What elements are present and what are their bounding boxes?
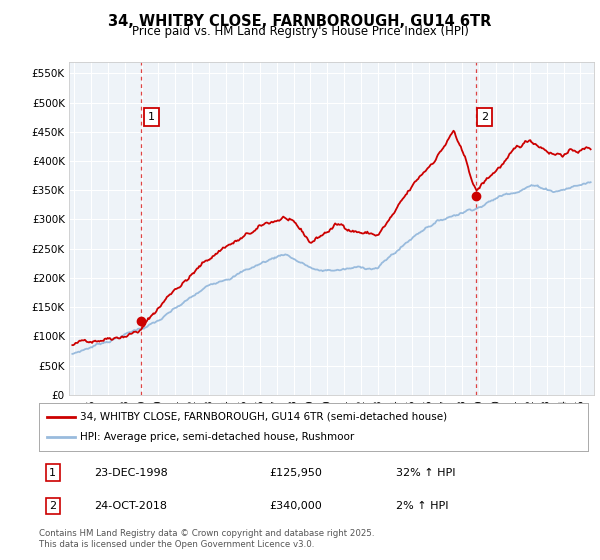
Text: 34, WHITBY CLOSE, FARNBOROUGH, GU14 6TR: 34, WHITBY CLOSE, FARNBOROUGH, GU14 6TR [109,14,491,29]
Text: 2: 2 [481,112,488,122]
Text: 23-DEC-1998: 23-DEC-1998 [94,468,167,478]
Text: Contains HM Land Registry data © Crown copyright and database right 2025.
This d: Contains HM Land Registry data © Crown c… [39,529,374,549]
Text: 2: 2 [49,501,56,511]
Text: £340,000: £340,000 [269,501,322,511]
Text: 1: 1 [148,112,155,122]
Text: 34, WHITBY CLOSE, FARNBOROUGH, GU14 6TR (semi-detached house): 34, WHITBY CLOSE, FARNBOROUGH, GU14 6TR … [80,412,448,422]
Text: Price paid vs. HM Land Registry's House Price Index (HPI): Price paid vs. HM Land Registry's House … [131,25,469,38]
Text: 1: 1 [49,468,56,478]
Text: HPI: Average price, semi-detached house, Rushmoor: HPI: Average price, semi-detached house,… [80,432,355,442]
Text: 32% ↑ HPI: 32% ↑ HPI [396,468,455,478]
Text: £125,950: £125,950 [269,468,322,478]
Text: 2% ↑ HPI: 2% ↑ HPI [396,501,448,511]
Text: 24-OCT-2018: 24-OCT-2018 [94,501,167,511]
